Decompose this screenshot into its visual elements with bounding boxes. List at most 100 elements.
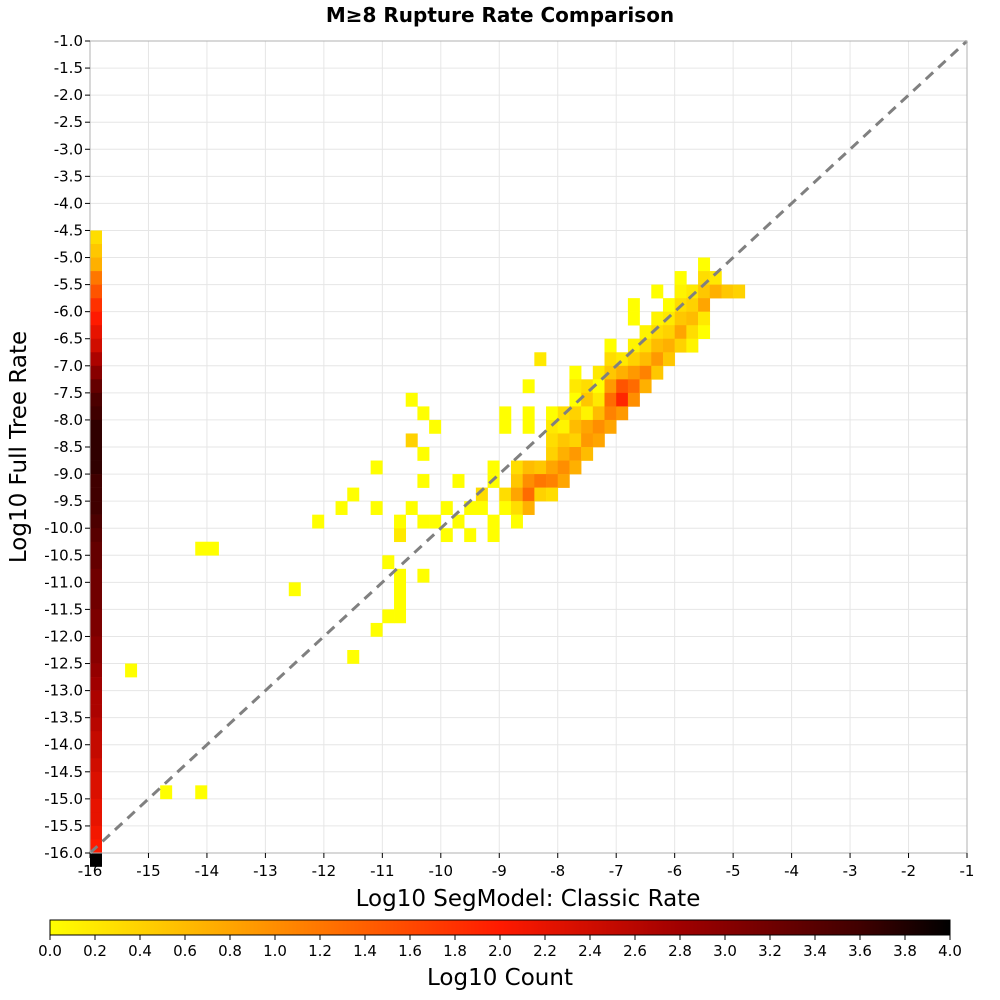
heatmap-cell xyxy=(651,365,664,380)
heatmap-cell xyxy=(510,514,523,529)
chart-title: M≥8 Rupture Rate Comparison xyxy=(326,3,674,27)
y-tick-label: -1.0 xyxy=(54,32,83,50)
heatmap-cell xyxy=(90,650,102,664)
colorbar-tick-label: 0.0 xyxy=(38,942,62,960)
x-tick-label: -2 xyxy=(901,862,916,880)
heatmap-cell xyxy=(90,433,102,448)
colorbar-tick-label: 0.6 xyxy=(173,942,197,960)
heatmap-cell xyxy=(125,663,138,678)
heatmap-cell xyxy=(90,785,102,800)
heatmap-cell xyxy=(90,636,102,651)
heatmap-cell xyxy=(639,325,652,340)
y-tick-label: -12.5 xyxy=(44,655,83,673)
colorbar-tick-label: 0.4 xyxy=(128,942,152,960)
heatmap-cell xyxy=(429,419,442,434)
heatmap-cell xyxy=(674,271,687,285)
heatmap-cell xyxy=(616,365,629,380)
grid-lines xyxy=(89,40,968,854)
heatmap-cell xyxy=(546,433,559,448)
heatmap-cell xyxy=(581,392,594,407)
colorbar-tick-label: 2.4 xyxy=(578,942,602,960)
heatmap-cell xyxy=(557,433,570,448)
heatmap-cell xyxy=(90,541,102,556)
heatmap-cell xyxy=(487,460,500,475)
heatmap-cell xyxy=(90,352,102,367)
heatmap-cell xyxy=(651,325,664,340)
y-tick-label: -4.0 xyxy=(54,194,83,212)
x-axis-label: Log10 SegModel: Classic Rate xyxy=(356,886,701,912)
heatmap-cell xyxy=(569,406,582,421)
heatmap-cell xyxy=(499,487,512,502)
heatmap-cell xyxy=(90,677,102,691)
heatmap-cell xyxy=(604,419,617,434)
heatmap-cell xyxy=(698,271,711,285)
heatmap-cell xyxy=(499,501,512,515)
heatmap-cell xyxy=(195,785,208,800)
heatmap-cell xyxy=(662,298,675,312)
heatmap-cell xyxy=(674,325,687,340)
heatmap-cell xyxy=(90,311,102,326)
y-tick-label: -15.5 xyxy=(44,817,83,835)
heatmap-cell xyxy=(604,406,617,421)
colorbar-tick-label: 1.0 xyxy=(263,942,287,960)
heatmap-cell xyxy=(90,460,102,475)
heatmap-cell xyxy=(90,812,102,827)
heatmap-cell xyxy=(370,460,383,475)
colorbar-tick-label: 1.6 xyxy=(398,942,422,960)
y-tick-label: -15.0 xyxy=(44,790,83,808)
x-tick-label: -8 xyxy=(550,862,565,880)
heatmap-cell xyxy=(90,771,102,786)
heatmap-cell xyxy=(90,244,102,258)
heatmap-cell xyxy=(452,474,465,488)
heatmap-cell xyxy=(312,514,325,529)
heatmap-cell xyxy=(569,392,582,407)
heatmap-cell xyxy=(592,419,605,434)
heatmap-cell xyxy=(90,853,102,867)
heatmap-cell xyxy=(522,406,535,421)
heatmap-cell xyxy=(382,555,395,570)
heatmap-cell xyxy=(160,785,173,800)
x-tick-label: -1 xyxy=(960,862,975,880)
heatmap-cell xyxy=(90,298,102,312)
heatmap-cell xyxy=(627,392,640,407)
heatmap-cell xyxy=(206,541,219,556)
x-tick-label: -4 xyxy=(784,862,799,880)
heatmap-cell xyxy=(592,392,605,407)
heatmap-cell xyxy=(90,744,102,759)
x-tick-label: -15 xyxy=(136,862,161,880)
heatmap-cell xyxy=(604,338,617,353)
heatmap-cell xyxy=(90,798,102,813)
heatmap-cell xyxy=(90,284,102,299)
heatmap-cell xyxy=(487,514,500,529)
heatmap-cell xyxy=(90,609,102,624)
heatmap-cell xyxy=(475,501,488,515)
y-tick-label: -4.5 xyxy=(54,221,83,239)
colorbar-tick-label: 2.8 xyxy=(668,942,692,960)
heatmap-cell xyxy=(686,338,699,353)
heatmap-cell xyxy=(464,501,477,515)
heatmap-cell xyxy=(347,487,360,502)
heatmap-cell xyxy=(90,690,102,705)
heatmap-cell xyxy=(546,419,559,434)
heatmap-cell xyxy=(534,460,547,475)
heatmap-cell xyxy=(90,230,102,245)
heatmap-cell xyxy=(651,338,664,353)
heatmap-cell xyxy=(405,392,418,407)
y-tick-label: -2.5 xyxy=(54,113,83,131)
heatmap-cell xyxy=(90,379,102,394)
colorbar-tick-label: 2.0 xyxy=(488,942,512,960)
heatmap-cell xyxy=(557,460,570,475)
heatmap-cell xyxy=(557,447,570,461)
reference-line xyxy=(88,39,969,855)
y-tick-label: -9.0 xyxy=(54,465,83,483)
heatmap-cell xyxy=(627,298,640,312)
heatmap-cell xyxy=(452,514,465,529)
x-tick-label: -3 xyxy=(843,862,858,880)
heatmap-cell xyxy=(639,365,652,380)
y-tick-label: -6.0 xyxy=(54,303,83,321)
y-tick-label: -8.0 xyxy=(54,411,83,429)
heatmap-cell xyxy=(394,514,407,529)
heatmap-cell xyxy=(90,717,102,732)
heatmap-cell xyxy=(569,433,582,448)
heatmap-cell xyxy=(90,582,102,597)
